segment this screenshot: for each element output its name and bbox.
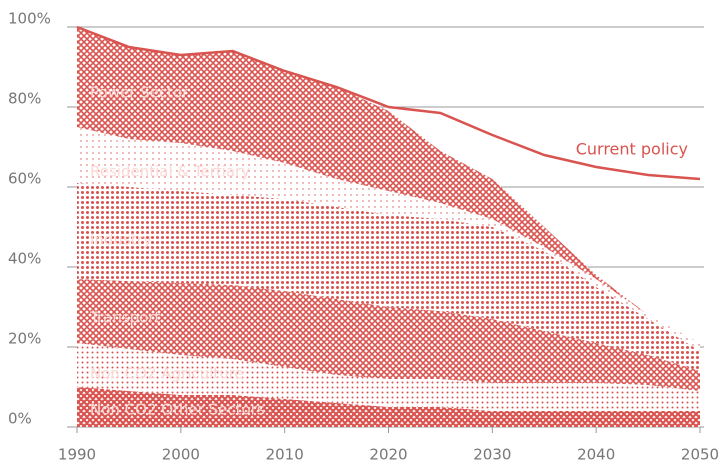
area-label: Transport (89, 309, 161, 327)
area-label: Power Sector (90, 84, 189, 102)
area (77, 279, 700, 391)
x-tick-label: 1990 (58, 446, 96, 464)
area (77, 343, 700, 411)
area-label: Non CO2 Other Sectors (90, 401, 265, 419)
x-tick-label: 2010 (266, 446, 304, 464)
labels: 0% 20% 40% 60% 80% 100% 1990 2000 2010 2020 2030 20… (8, 10, 719, 464)
lines (76, 25, 701, 181)
area (77, 27, 700, 343)
x-tick-label: 2020 (369, 446, 407, 464)
y-tick-label: 40% (8, 250, 41, 268)
x-tick-label: 2050 (681, 446, 719, 464)
y-tick-label: 20% (8, 330, 41, 348)
y-tick-label: 100% (8, 10, 51, 28)
area (77, 127, 700, 351)
area-label: Industry (90, 231, 152, 249)
x-tick-label: 2000 (162, 446, 200, 464)
y-tick-label: 0% (8, 410, 32, 428)
area (77, 183, 700, 371)
area-label: Non CO2 Agriculture (90, 365, 244, 383)
areas (77, 27, 700, 427)
x-tick-label: 2030 (473, 446, 511, 464)
y-tick-label: 80% (8, 90, 41, 108)
y-tick-label: 60% (8, 170, 41, 188)
policy-line (76, 25, 701, 181)
line-label: Current policy (576, 140, 688, 159)
area-label: Residential & Tertiary (90, 163, 250, 181)
x-tick-label: 2040 (577, 446, 615, 464)
